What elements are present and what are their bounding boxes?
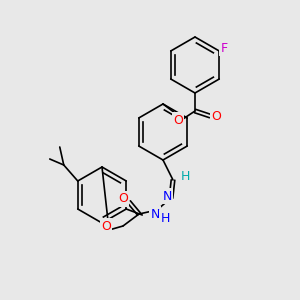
Text: H: H	[180, 170, 190, 184]
Text: O: O	[173, 113, 183, 127]
Text: N: N	[162, 190, 172, 202]
Text: O: O	[118, 193, 128, 206]
Text: F: F	[221, 41, 228, 55]
Text: H: H	[160, 212, 170, 224]
Text: O: O	[211, 110, 221, 122]
Text: O: O	[101, 220, 111, 232]
Text: N: N	[150, 208, 160, 220]
